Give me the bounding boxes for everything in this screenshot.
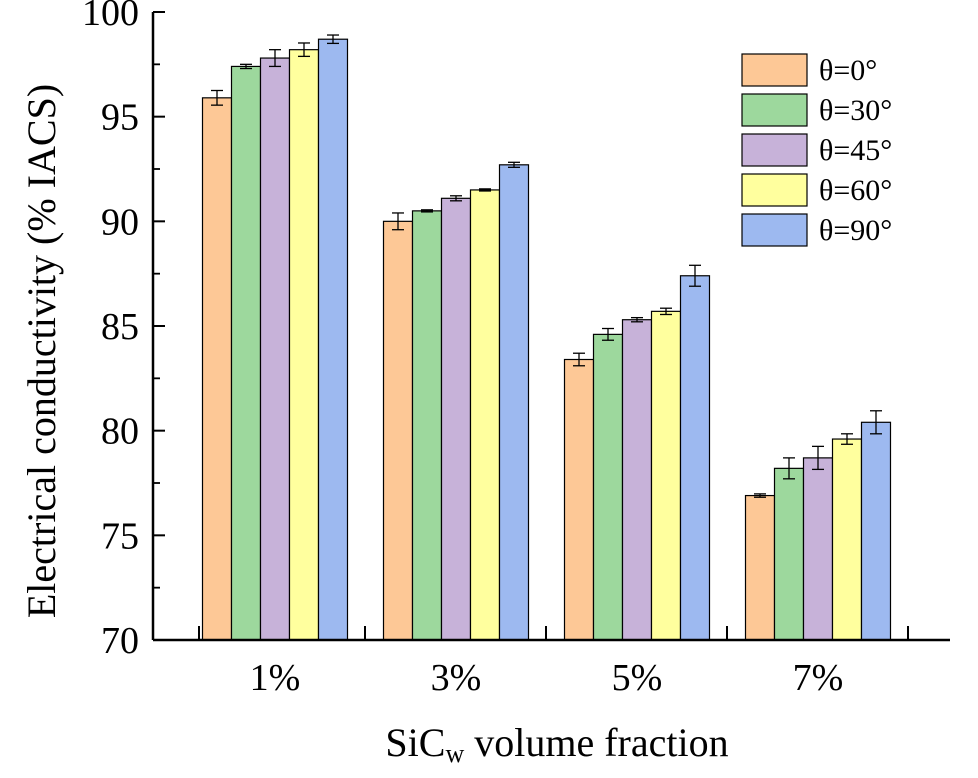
x-tick-label: 1%	[250, 657, 301, 699]
bar	[621, 319, 653, 641]
legend-label: θ=45°	[819, 134, 892, 167]
legend-swatch	[741, 133, 808, 167]
bar	[744, 494, 776, 641]
x-axis-title: SiCw volume fraction	[385, 720, 728, 768]
bar	[230, 65, 262, 641]
x-tick-labels: 1% 3% 5% 7%	[250, 657, 844, 699]
bar	[498, 164, 530, 641]
x-axis-title-subscript: w	[445, 739, 464, 768]
legend-swatch	[741, 213, 808, 247]
legend: θ=0° θ=30° θ=45° θ=60° θ=90°	[741, 53, 892, 247]
error-bars-group	[211, 34, 882, 498]
bar	[679, 275, 711, 641]
bar	[382, 220, 414, 641]
y-axis-title: Electrical conductivity (% IACS)	[19, 84, 64, 618]
bar	[440, 197, 472, 641]
y-tick-labels: 70 75 80 85 90 95 100	[82, 0, 139, 662]
bar	[802, 457, 834, 641]
y-tick-label: 70	[101, 620, 139, 662]
axes-group	[151, 11, 950, 642]
y-tick-label: 85	[101, 306, 139, 348]
x-tick-label: 5%	[612, 657, 663, 699]
legend-label: θ=30°	[819, 94, 892, 127]
legend-swatch	[741, 53, 808, 87]
bar	[860, 421, 892, 641]
legend-label: θ=0°	[819, 54, 877, 87]
y-tick-label: 100	[82, 0, 139, 34]
x-tick-label: 7%	[793, 657, 844, 699]
bar	[650, 310, 682, 641]
bar	[317, 38, 349, 641]
y-tick-label: 75	[101, 515, 139, 557]
bar	[831, 438, 863, 641]
x-axis-title-rest: volume fraction	[464, 720, 728, 765]
x-axis-title-main: SiC	[385, 720, 445, 765]
bar	[592, 333, 624, 641]
y-tick-label: 80	[101, 411, 139, 453]
legend-swatch	[741, 93, 808, 127]
x-tick-label: 3%	[431, 657, 482, 699]
bar	[773, 467, 805, 641]
bar	[411, 210, 443, 641]
bar	[288, 49, 320, 641]
bars-group	[201, 38, 892, 641]
legend-swatch	[741, 173, 808, 207]
bar	[469, 189, 501, 641]
bar	[563, 358, 595, 641]
bar	[201, 97, 233, 641]
legend-label: θ=90°	[819, 214, 892, 247]
legend-label: θ=60°	[819, 174, 892, 207]
y-tick-label: 90	[101, 201, 139, 243]
bar	[259, 57, 291, 641]
y-tick-label: 95	[101, 97, 139, 139]
